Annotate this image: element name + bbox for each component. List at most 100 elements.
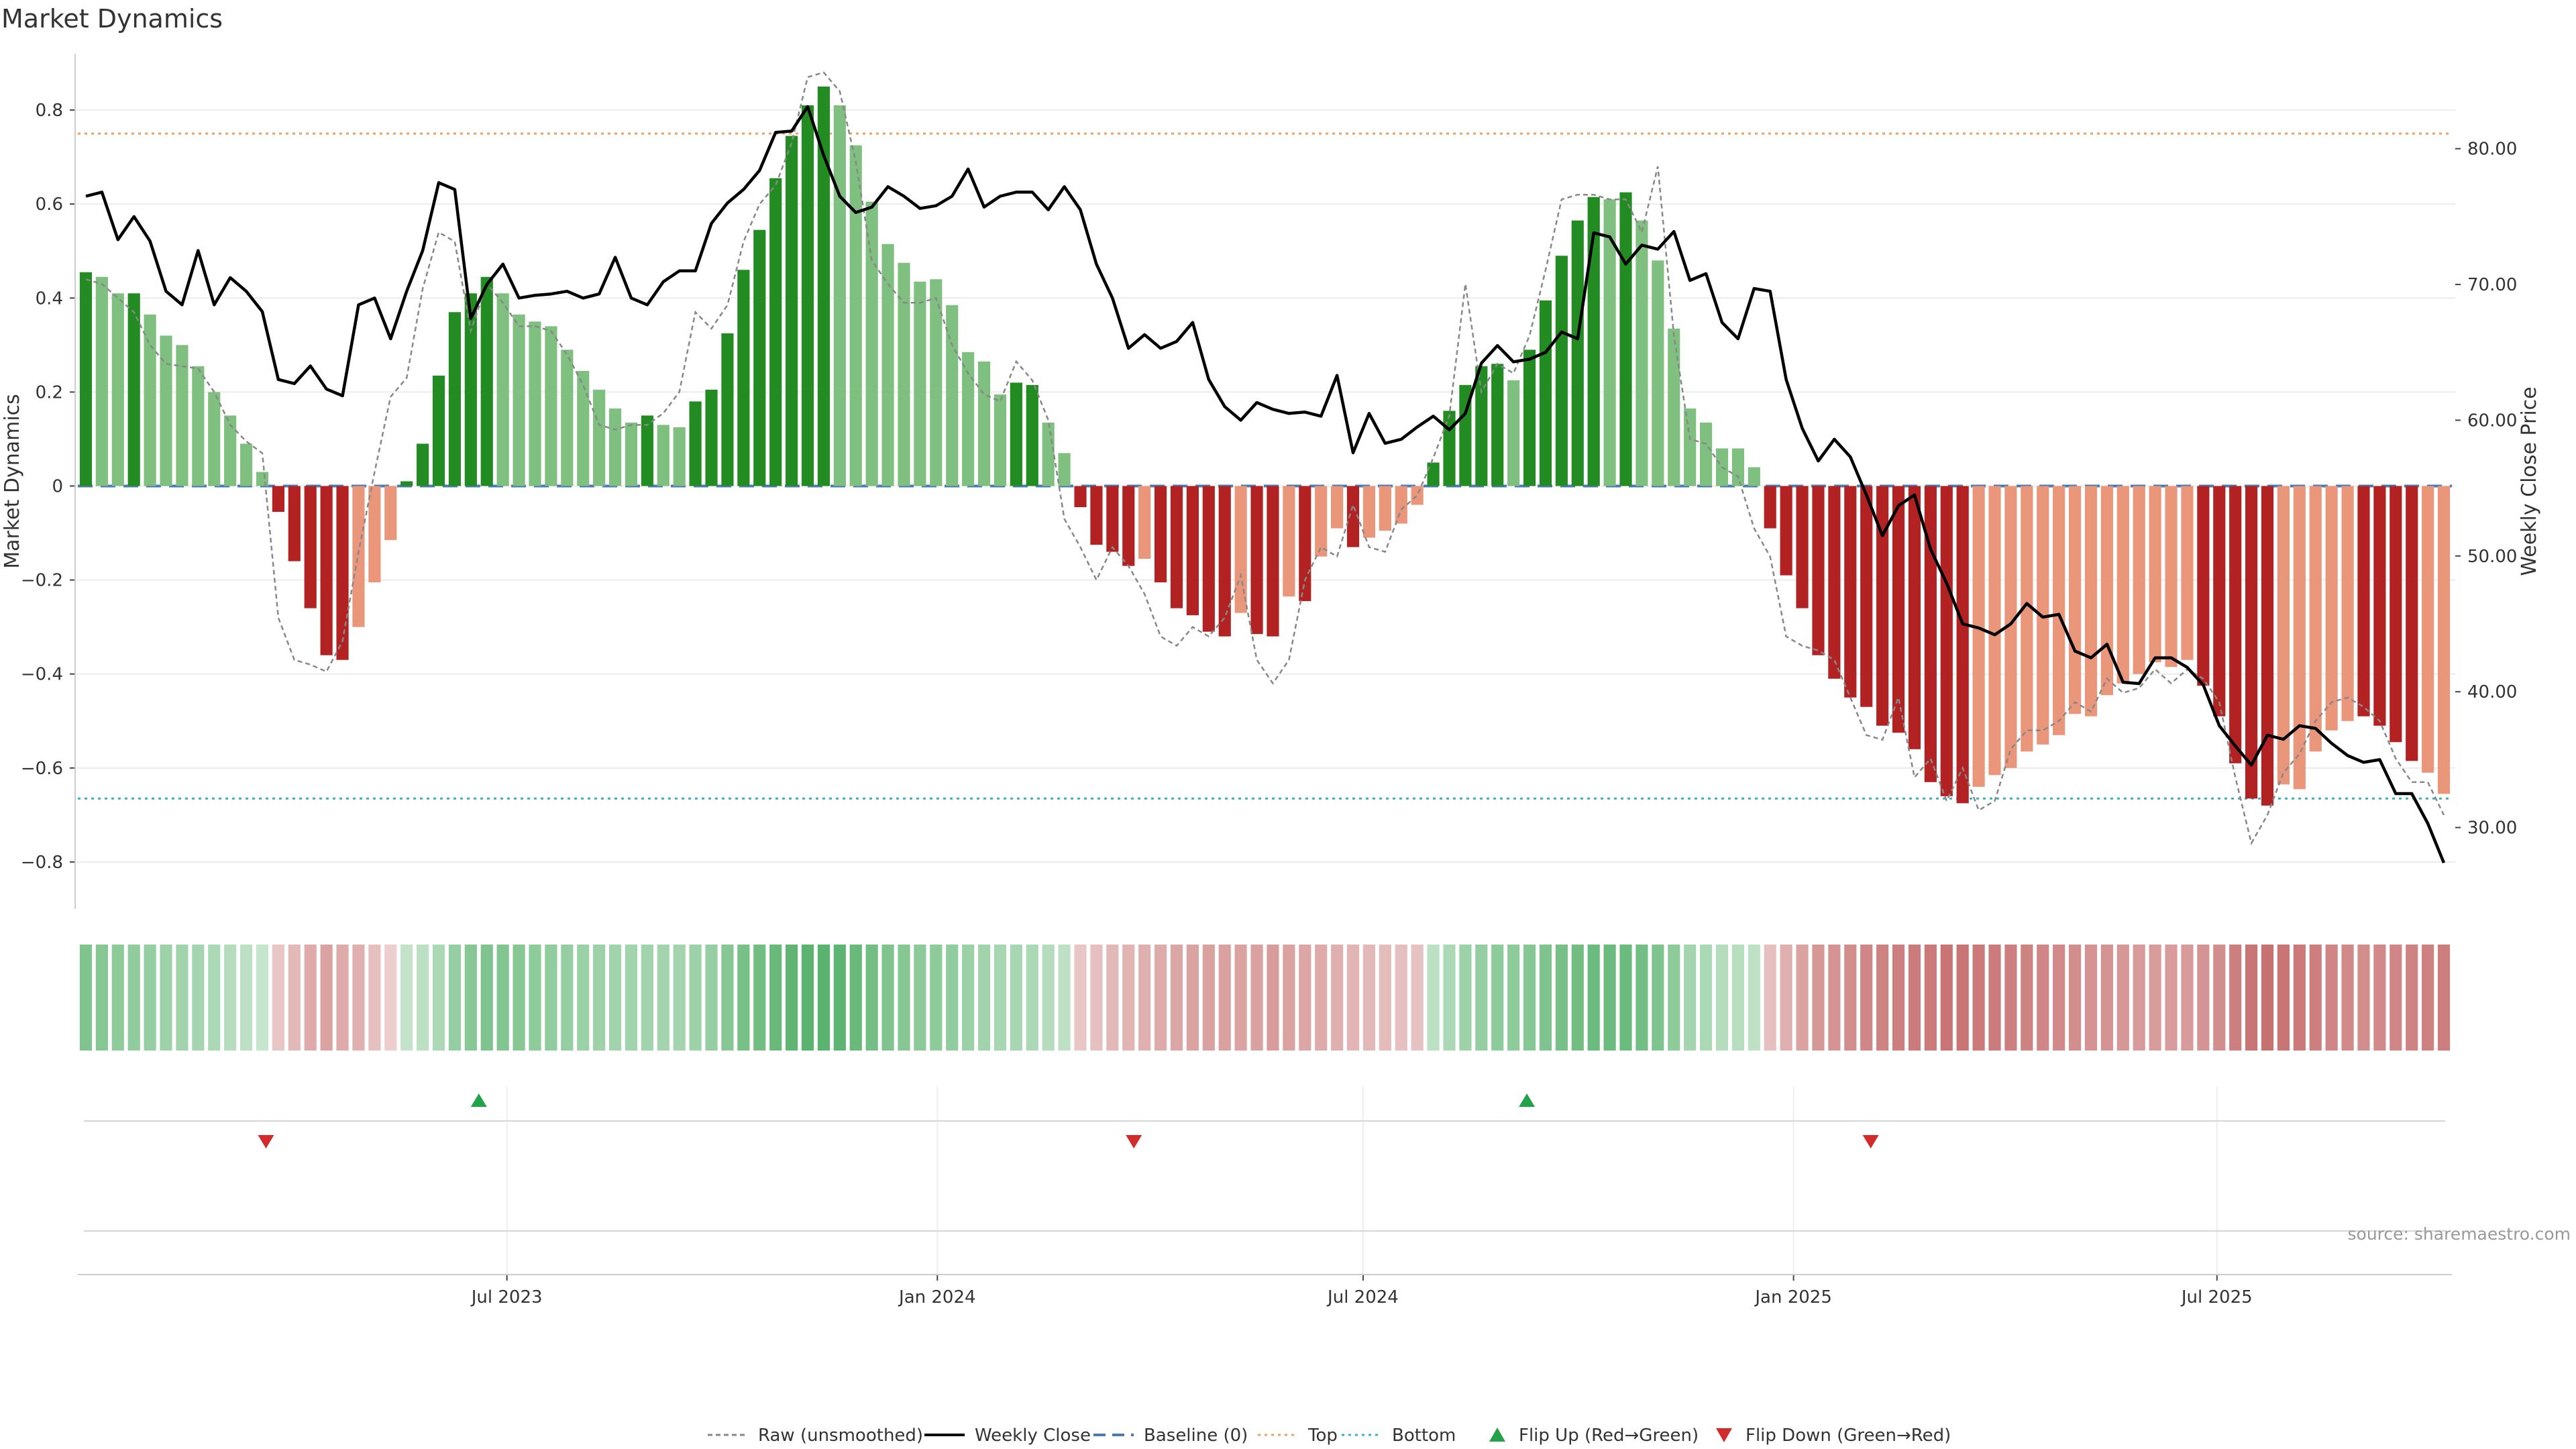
heat-cell xyxy=(833,945,846,1051)
bar xyxy=(144,314,156,486)
bar xyxy=(2406,486,2418,761)
bar xyxy=(1331,486,1344,529)
heat-cell xyxy=(95,945,108,1051)
heat-cell xyxy=(786,945,798,1051)
heat-cell xyxy=(2277,945,2290,1051)
heat-cell xyxy=(2261,945,2274,1051)
bar xyxy=(2084,486,2098,716)
bar xyxy=(1379,486,1391,531)
bar xyxy=(384,486,397,541)
bar xyxy=(1731,448,1744,486)
heat-cell xyxy=(1668,945,1680,1051)
heat-cell xyxy=(111,945,124,1051)
flip-up-marker xyxy=(470,1093,487,1107)
heat-cell xyxy=(1812,945,1825,1051)
axes-layer: −0.8 −0.6 −0.4 −0.2 0 0.2 0.4 0.6 0.8 30.00 40.00 5… xyxy=(1,54,2541,909)
heat-cell xyxy=(2341,945,2354,1051)
heat-cell xyxy=(817,945,830,1051)
heat-cell xyxy=(1844,945,1857,1051)
bar xyxy=(1844,486,1857,698)
heat-cell xyxy=(1876,945,1889,1051)
bar xyxy=(2229,486,2242,763)
bar xyxy=(914,281,926,486)
bar xyxy=(79,272,93,486)
bar xyxy=(1170,486,1183,608)
heat-cell xyxy=(320,945,333,1051)
bar xyxy=(1267,486,1279,637)
heat-cell xyxy=(673,945,686,1051)
bar xyxy=(192,366,205,486)
bar xyxy=(111,293,124,486)
y-axis-label: Market Dynamics xyxy=(1,394,24,569)
heat-cell xyxy=(2084,945,2098,1051)
bar xyxy=(320,486,333,655)
bar xyxy=(2021,486,2033,752)
heat-cell xyxy=(2133,945,2145,1051)
bar xyxy=(2341,486,2354,721)
x-tick-label: Jan 2024 xyxy=(898,1287,976,1307)
y2-tick-label: 70.00 xyxy=(2467,275,2517,295)
bar xyxy=(577,370,590,486)
bar xyxy=(561,350,574,486)
bar xyxy=(2165,486,2178,667)
legend-baseline-label: Baseline (0) xyxy=(1144,1426,1248,1446)
x-tick-label: Jul 2023 xyxy=(470,1287,543,1307)
bar xyxy=(2213,486,2226,716)
heat-cell xyxy=(977,945,991,1051)
heat-cell xyxy=(721,945,734,1051)
heat-cell xyxy=(1652,945,1664,1051)
bar xyxy=(865,201,878,486)
bar xyxy=(432,375,445,486)
bar xyxy=(962,352,975,486)
heat-cell xyxy=(368,945,381,1051)
bar xyxy=(545,326,557,486)
heat-cell xyxy=(2004,945,2017,1051)
bar xyxy=(1299,486,1311,602)
bar xyxy=(1860,486,1873,707)
heat-cell xyxy=(1828,945,1841,1051)
bar xyxy=(1635,220,1648,486)
heat-cell xyxy=(1411,945,1424,1051)
y-tick-label: −0.6 xyxy=(21,759,63,779)
bars-layer xyxy=(79,87,2451,806)
bar xyxy=(176,345,189,486)
bar xyxy=(1186,486,1199,616)
bar xyxy=(400,481,413,486)
bar xyxy=(801,105,814,486)
heat-cell xyxy=(2437,945,2451,1051)
heat-cell xyxy=(224,945,237,1051)
bar xyxy=(2325,486,2338,731)
heat-cell xyxy=(1523,945,1536,1051)
bar xyxy=(977,361,991,486)
bar xyxy=(1748,467,1760,486)
heat-cell xyxy=(2373,945,2386,1051)
grid-layer xyxy=(75,109,2455,863)
heat-cell xyxy=(2245,945,2258,1051)
x-tick-label: Jul 2025 xyxy=(2180,1287,2253,1307)
heat-cell xyxy=(2197,945,2210,1051)
heat-cell xyxy=(1427,945,1440,1051)
heat-cell xyxy=(480,945,493,1051)
bar xyxy=(2116,486,2129,684)
heat-cell xyxy=(1026,945,1038,1051)
heat-cell xyxy=(1507,945,1520,1051)
bar xyxy=(1010,382,1022,486)
heat-cell xyxy=(1796,945,1809,1051)
heat-cell xyxy=(304,945,317,1051)
bar xyxy=(608,408,622,486)
heat-cell xyxy=(432,945,445,1051)
legend-bottom-label: Bottom xyxy=(1392,1426,1456,1446)
heat-cell xyxy=(127,945,140,1051)
heat-cell xyxy=(400,945,413,1051)
bar xyxy=(2053,486,2065,735)
bar xyxy=(1138,486,1151,559)
source-note: source: sharemaestro.com xyxy=(2348,1224,2571,1244)
y2-tick-label: 50.00 xyxy=(2467,547,2517,567)
flip-down-marker xyxy=(1126,1135,1142,1148)
heat-cell xyxy=(1362,945,1376,1051)
heat-cell xyxy=(1283,945,1295,1051)
heat-cell xyxy=(256,945,269,1051)
legend-flip-down-icon xyxy=(1716,1428,1732,1442)
heat-cell xyxy=(1106,945,1119,1051)
bar xyxy=(224,415,237,486)
